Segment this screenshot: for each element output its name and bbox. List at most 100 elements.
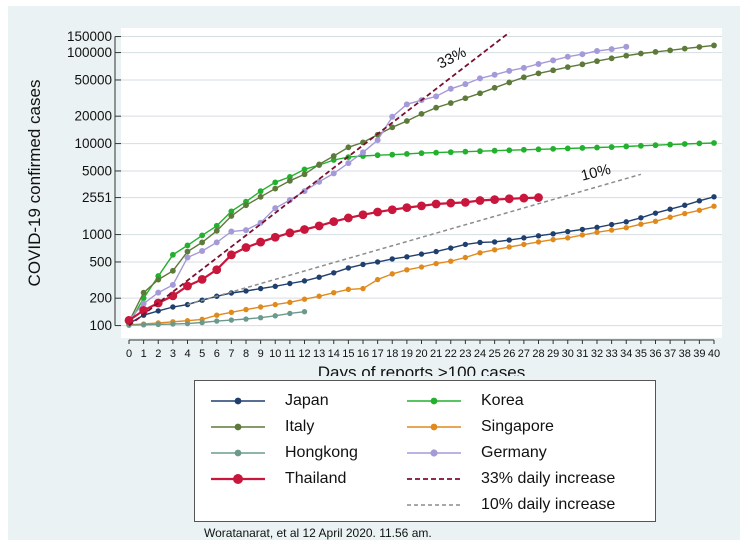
data-point: [535, 60, 542, 67]
data-point: [534, 193, 543, 202]
data-point: [638, 215, 644, 221]
data-point: [345, 286, 352, 293]
data-point: [447, 149, 454, 156]
y-tick-label: 200: [89, 291, 112, 306]
x-tick-label: 35: [635, 348, 647, 360]
series-italy: [126, 42, 717, 325]
data-point: [490, 195, 500, 204]
legend: Japan Korea Italy Singapore Hongkong Ger…: [194, 380, 656, 522]
data-point: [623, 225, 629, 231]
data-point: [124, 315, 134, 325]
data-point: [389, 113, 396, 120]
data-point: [565, 235, 571, 241]
data-point: [475, 196, 485, 205]
data-point: [477, 250, 483, 256]
data-point: [301, 296, 308, 302]
data-point: [241, 243, 251, 252]
data-point: [228, 213, 235, 219]
x-tick-label: 25: [489, 348, 501, 360]
data-point: [594, 58, 600, 65]
data-point: [433, 260, 439, 267]
data-point: [389, 124, 396, 131]
data-point: [169, 267, 176, 274]
plot-area: [121, 28, 722, 338]
data-point: [447, 85, 454, 92]
x-tick-label: 1: [141, 348, 147, 360]
x-tick-label: 38: [679, 348, 691, 360]
annotation-10pct: 10%: [579, 161, 612, 185]
data-point: [550, 57, 557, 64]
legend-label-korea: Korea: [481, 392, 524, 409]
data-point: [418, 251, 425, 257]
data-point: [403, 118, 410, 124]
data-point: [431, 199, 441, 209]
data-point: [272, 179, 279, 186]
data-point: [477, 90, 483, 97]
data-point: [491, 84, 498, 91]
data-point: [316, 293, 322, 299]
data-point: [287, 299, 293, 306]
x-tick-label: 3: [170, 348, 176, 360]
data-point: [184, 242, 191, 249]
data-point: [696, 140, 703, 147]
data-point: [579, 226, 586, 233]
chart-frame: 100 200 500 1000 2551 5000 10000 20000 50000 1000…: [8, 6, 740, 540]
data-point: [520, 74, 527, 81]
data-point: [565, 228, 571, 235]
y-axis-title: COVID-19 confirmed cases: [25, 80, 44, 287]
data-point: [477, 75, 483, 82]
x-tick-label: 10: [269, 348, 281, 360]
data-point: [550, 145, 557, 152]
data-point: [345, 160, 352, 167]
data-point: [681, 45, 688, 52]
legend-label-hongkong: Hongkong: [285, 444, 358, 461]
x-tick-label: 20: [415, 348, 427, 360]
data-point: [301, 188, 308, 195]
data-point: [300, 225, 309, 234]
data-point: [374, 259, 381, 265]
legend-swatch-thailand: [211, 474, 265, 484]
data-point: [243, 316, 249, 322]
data-point: [360, 149, 366, 156]
data-point: [214, 312, 220, 318]
data-point: [213, 239, 220, 246]
legend-swatch-hongkong: [211, 449, 265, 457]
x-tick-label: 22: [445, 348, 457, 360]
data-point: [535, 70, 542, 77]
data-point: [199, 319, 205, 326]
data-point: [256, 237, 266, 247]
data-point: [506, 147, 513, 154]
data-point: [681, 141, 688, 147]
data-point: [155, 289, 162, 296]
legend-item-33pct: 33% daily increase: [405, 467, 615, 491]
series-10-daily-increase: [187, 173, 642, 306]
data-point: [316, 178, 323, 185]
data-point: [228, 208, 235, 215]
x-tick-label: 5: [199, 348, 205, 360]
data-point: [564, 145, 571, 152]
data-point: [155, 276, 162, 283]
data-point: [711, 140, 717, 146]
x-tick-label: 37: [664, 348, 676, 360]
data-point: [183, 281, 192, 291]
data-point: [667, 206, 673, 212]
data-point: [623, 52, 630, 59]
x-tick-label: 31: [576, 348, 588, 360]
data-point: [243, 202, 249, 209]
legend-swatch-korea: [407, 397, 461, 405]
y-tick-label: 5000: [82, 163, 112, 178]
data-point: [331, 289, 337, 296]
data-point: [477, 239, 483, 246]
x-tick-label: 12: [298, 348, 310, 360]
legend-label-33pct: 33% daily increase: [481, 470, 616, 487]
data-point: [462, 254, 469, 261]
x-tick-label: 7: [228, 348, 234, 360]
data-point: [184, 320, 191, 327]
series-korea: [126, 140, 717, 327]
data-point: [287, 280, 293, 287]
legend-label-10pct: 10% daily increase: [481, 496, 616, 513]
data-point: [638, 221, 644, 227]
legend-item-10pct: 10% daily increase: [405, 493, 615, 517]
data-point: [418, 110, 425, 117]
data-point: [652, 218, 659, 224]
